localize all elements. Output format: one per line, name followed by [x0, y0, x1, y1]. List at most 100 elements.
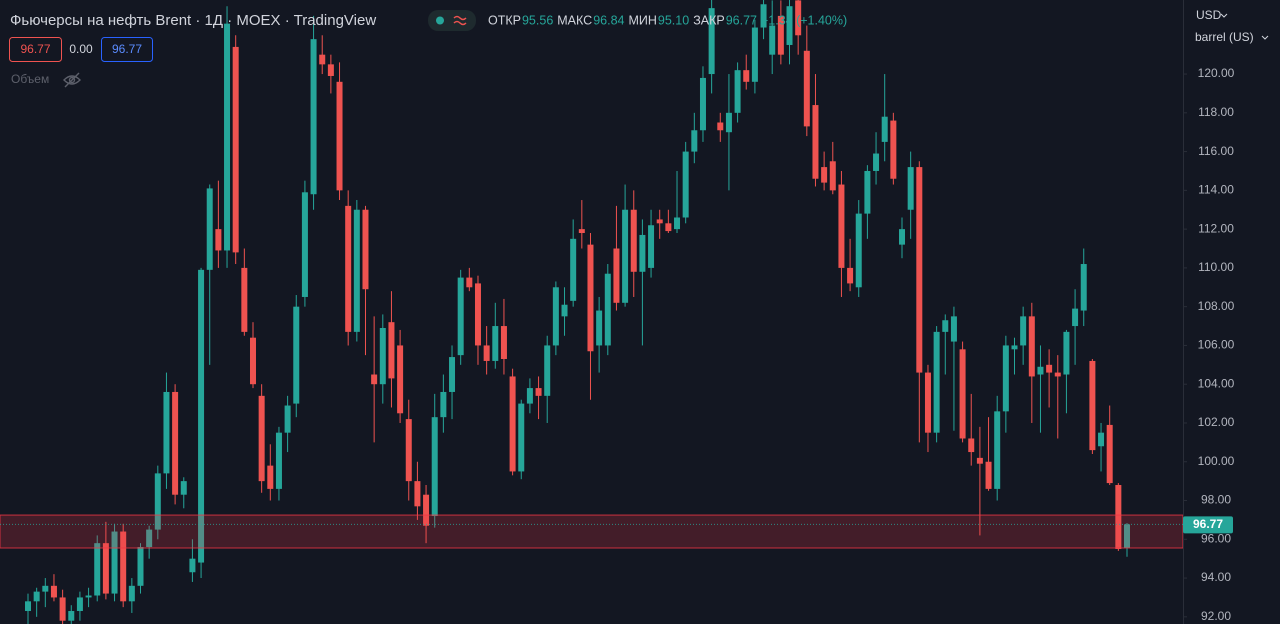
unit[interactable]: barrel (US) [1195, 30, 1254, 44]
candle-body [1106, 424, 1113, 484]
candle-body [691, 130, 698, 152]
candle-body [855, 213, 862, 288]
candle-body [907, 167, 914, 210]
symbol-title[interactable]: Фьючерсы на нефть Brent · 1Д · MOEX · Tr… [10, 12, 376, 29]
candle-body [829, 161, 836, 191]
candle-body [1098, 432, 1105, 447]
candle-body [587, 244, 594, 352]
candle-body [890, 120, 897, 179]
buy-price[interactable]: 96.77 [112, 42, 142, 56]
candle-body [552, 287, 559, 346]
candle-body [1020, 316, 1027, 346]
buy-box[interactable] [101, 37, 153, 62]
legend-text: ЗАКР [693, 13, 725, 27]
candle-body [371, 374, 378, 385]
candle-body [847, 267, 854, 284]
candle-body [414, 481, 421, 507]
last-price-badge [1183, 516, 1233, 534]
candle-body [310, 39, 317, 195]
candle-body [838, 184, 845, 268]
candle-body [976, 457, 983, 464]
candle-body [1002, 345, 1009, 412]
legend-text: МАКС [557, 13, 592, 27]
candle-body [786, 6, 793, 45]
candle-body [405, 419, 412, 482]
sell-price[interactable]: 96.77 [20, 42, 50, 56]
candle-body [1124, 524, 1130, 548]
candle-body [431, 417, 438, 517]
candle-body [699, 77, 706, 131]
currency[interactable]: USD [1196, 8, 1222, 22]
y-tick-label: 112.00 [1198, 221, 1234, 235]
legend-text: МИН [628, 13, 656, 27]
candle-body [42, 585, 49, 592]
sell-box[interactable] [9, 37, 62, 62]
candle-body [665, 223, 672, 232]
candle-body [734, 70, 741, 113]
candle-body [985, 461, 992, 489]
candle-body [50, 585, 57, 598]
legend-text: ОТКР [488, 13, 521, 27]
plot-area [0, 0, 1183, 624]
currency-chevron[interactable] [1220, 13, 1228, 18]
unit-chevron[interactable] [1261, 35, 1269, 40]
candle-body [397, 345, 404, 414]
candle-body [708, 8, 715, 75]
candle-body [1080, 264, 1087, 311]
candle-body [379, 327, 386, 385]
candle-body [128, 585, 135, 602]
delay-icon [453, 15, 467, 26]
candle-body [319, 54, 326, 65]
candle-body [526, 388, 533, 404]
candle-body [509, 376, 516, 472]
candle-body [249, 337, 256, 385]
candle-body [924, 372, 931, 433]
y-tick-label: 120.00 [1198, 66, 1235, 80]
candle-body [950, 316, 957, 342]
candle-body [544, 345, 551, 396]
hide-icon[interactable] [63, 72, 81, 88]
y-tick-label: 118.00 [1198, 105, 1234, 119]
y-tick-label: 92.00 [1201, 609, 1231, 623]
candle-body [440, 391, 447, 418]
candle-body [474, 283, 481, 346]
y-tick-label: 100.00 [1198, 454, 1235, 468]
candle-body [994, 411, 1001, 489]
candle-body [102, 543, 109, 594]
candle-body [916, 167, 923, 373]
candle-body [899, 229, 906, 245]
y-tick-label: 96.00 [1201, 531, 1231, 545]
candle-body [682, 151, 689, 218]
candle-body [518, 403, 525, 472]
candle-body [959, 349, 966, 439]
candle-body [353, 209, 360, 332]
candle-body [933, 331, 940, 433]
candle-body [656, 219, 663, 224]
highlight-zone [0, 514, 1183, 549]
status-pill[interactable] [428, 10, 476, 31]
candle-body [1089, 360, 1096, 451]
y-tick-label: 104.00 [1198, 376, 1235, 390]
candle-body [760, 4, 767, 28]
spread: 0.00 [69, 42, 93, 56]
candle-body [293, 306, 300, 404]
candle-body [120, 531, 127, 602]
candle-body [639, 234, 646, 272]
candle-body [163, 391, 170, 474]
volume-label[interactable]: Объем [11, 72, 49, 86]
candle-body [795, 0, 802, 36]
candle-body [1054, 372, 1061, 377]
y-tick-label: 102.00 [1198, 415, 1235, 429]
candle-body [821, 167, 828, 183]
candle-body [1037, 366, 1044, 375]
candle-body [803, 50, 810, 127]
candle-body [535, 388, 542, 396]
candle-body [500, 326, 507, 360]
candle-body [33, 591, 40, 602]
candle-body [613, 248, 620, 303]
candle-body [241, 267, 248, 332]
candle-body [284, 405, 291, 433]
candle-body [111, 531, 118, 594]
candle-body [483, 345, 490, 361]
candle-body [180, 481, 187, 495]
